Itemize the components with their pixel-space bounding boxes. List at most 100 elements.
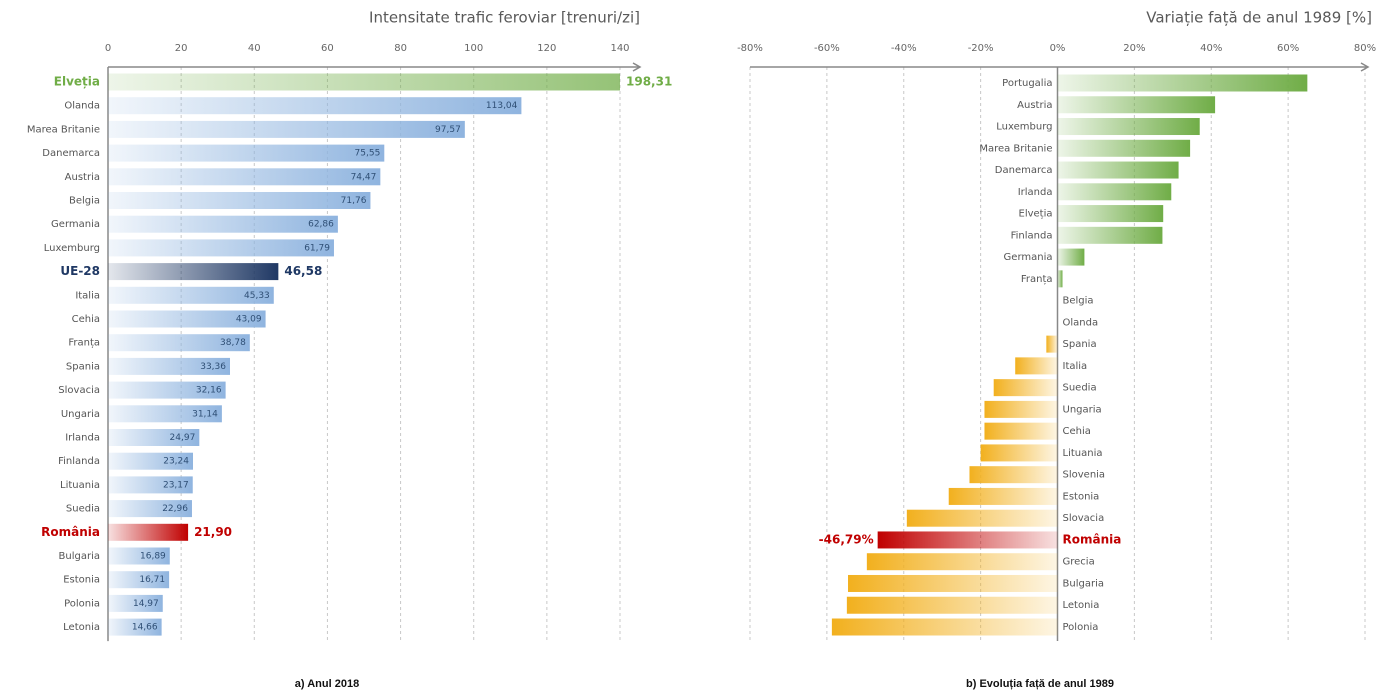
category-label: Letonia: [63, 622, 100, 633]
value-label: 21,90: [194, 525, 232, 539]
bar: [1057, 183, 1172, 201]
x-tick-label: 80%: [1354, 43, 1376, 54]
bar: [108, 120, 465, 138]
category-label: Cehia: [1063, 426, 1091, 437]
bar: [108, 97, 522, 115]
value-label: 43,09: [236, 315, 262, 325]
x-tick-label: -20%: [968, 43, 994, 54]
category-label: Estonia: [63, 575, 100, 586]
bar: [108, 500, 192, 518]
x-tick-label: 60%: [1277, 43, 1299, 54]
value-label: 75,55: [355, 149, 381, 159]
category-label: Letonia: [1063, 600, 1100, 611]
category-label: Bulgaria: [59, 551, 100, 562]
value-label: 46,58: [284, 264, 322, 278]
value-label: 45,33: [244, 291, 270, 301]
category-label: Elveția: [1019, 209, 1053, 220]
bar: [108, 429, 200, 446]
bar: [108, 405, 222, 423]
bar: [108, 476, 193, 494]
x-tick-label: 20%: [1123, 43, 1145, 54]
chart-caption: a) Anul 2018: [295, 678, 359, 690]
value-label: 38,78: [220, 338, 246, 348]
bar: [108, 334, 250, 352]
value-label: 31,14: [192, 409, 218, 419]
category-label: Lituania: [1063, 448, 1103, 459]
bar: [108, 192, 371, 209]
bar: [848, 574, 1058, 592]
value-label: 14,97: [133, 599, 159, 609]
bar: [1057, 161, 1179, 179]
bar: [108, 547, 170, 565]
x-tick-label: 0: [105, 43, 111, 54]
value-label: 198,31: [626, 75, 672, 89]
category-label: Elveția: [54, 75, 100, 89]
category-label: Polonia: [1063, 622, 1099, 633]
bar: [108, 286, 274, 304]
x-tick-label: -60%: [814, 43, 840, 54]
value-label: 113,04: [486, 101, 518, 111]
category-label: România: [41, 525, 100, 539]
bar: [108, 523, 189, 541]
category-label: Danemarca: [995, 165, 1053, 176]
bar: [108, 73, 620, 91]
value-label: 22,96: [162, 504, 188, 514]
x-tick-label: 40: [248, 43, 261, 54]
bar: [877, 531, 1058, 549]
x-tick-label: -40%: [891, 43, 917, 54]
bar: [108, 381, 226, 399]
category-label: Marea Britanie: [27, 124, 100, 135]
category-label: Slovacia: [1063, 513, 1105, 524]
category-label: Franța: [68, 338, 100, 349]
bar: [1057, 248, 1085, 266]
category-label: Suedia: [1063, 383, 1097, 394]
x-tick-label: 0%: [1050, 43, 1066, 54]
bar: [984, 422, 1058, 440]
value-label: 74,47: [351, 172, 377, 182]
bar: [108, 618, 162, 636]
category-label: Ungaria: [1063, 404, 1102, 415]
category-label: Luxemburg: [44, 243, 100, 254]
value-label: 23,24: [163, 457, 189, 467]
x-tick-label: 140: [610, 43, 629, 54]
category-label: Irlanda: [1018, 187, 1053, 198]
category-label: Italia: [75, 290, 100, 301]
bar: [108, 357, 231, 375]
bar: [1057, 205, 1164, 223]
category-label: Austria: [65, 172, 100, 183]
bar: [108, 571, 170, 589]
category-label: Olanda: [1063, 317, 1099, 328]
category-label: Germania: [51, 219, 100, 230]
x-tick-label: -80%: [737, 43, 763, 54]
value-label: 97,57: [435, 125, 461, 135]
chart-caption: b) Evoluția față de anul 1989: [966, 678, 1114, 690]
value-label: 16,89: [140, 552, 166, 562]
value-label: 33,36: [200, 362, 226, 372]
value-label: 62,86: [308, 220, 334, 230]
value-label: 16,71: [139, 575, 165, 585]
category-label: Slovacia: [58, 385, 100, 396]
value-label: 23,17: [163, 480, 189, 490]
category-label: Danemarca: [42, 148, 100, 159]
bar: [831, 618, 1058, 636]
chart-title: Intensitate trafic feroviar [trenuri/zi]: [369, 9, 640, 27]
category-label: Estonia: [1063, 491, 1100, 502]
bar: [108, 215, 338, 233]
bar: [108, 452, 193, 470]
x-tick-label: 80: [394, 43, 407, 54]
category-label: Finlanda: [58, 456, 100, 467]
bar: [108, 263, 279, 281]
x-tick-label: 60: [321, 43, 334, 54]
bar: [1046, 335, 1058, 353]
bar: [1057, 118, 1200, 136]
bar: [108, 594, 163, 612]
bar: [1057, 226, 1163, 244]
x-tick-label: 40%: [1200, 43, 1222, 54]
bar: [906, 509, 1058, 527]
bar: [1057, 74, 1308, 92]
category-label: Bulgaria: [1063, 578, 1104, 589]
category-label: Finlanda: [1011, 230, 1053, 241]
bar: [1057, 270, 1063, 288]
x-tick-label: 20: [175, 43, 188, 54]
